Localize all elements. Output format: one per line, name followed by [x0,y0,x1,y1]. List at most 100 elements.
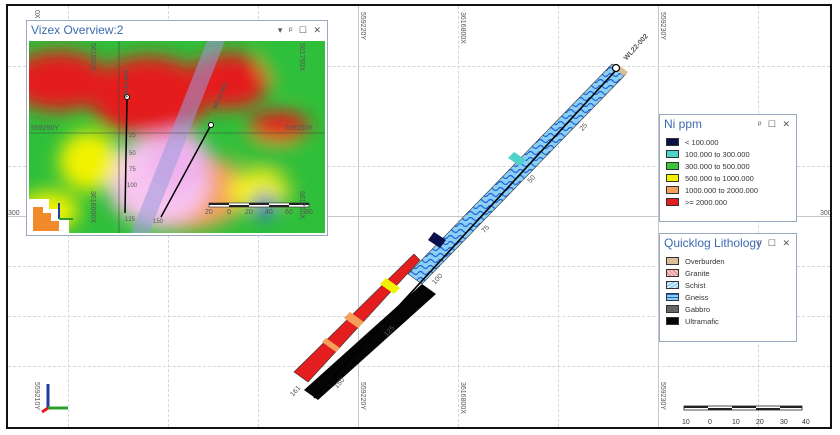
ni-1000-2000-interval [322,338,340,352]
overview-title: Vizex Overview:2 [31,23,124,37]
litho-legend-label: Granite [685,268,710,278]
litho-legend-label: Gneiss [685,292,709,302]
dropdown-icon[interactable]: ▾ [277,25,285,35]
ni-legend-label: < 100.000 [685,137,719,147]
scale-tick-label: 10 [682,419,690,426]
ni-500-1000-interval [380,278,400,294]
quicklog-lithology-panel[interactable]: Quicklog Lithology ᵖ ☐ ✕ Overburden Grani… [659,233,797,342]
litho-legend-item: Gneiss [666,291,796,303]
main-scale-bar: 10 0 10 20 30 40 [682,405,810,426]
ni-legend-item: 500.000 to 1000.000 [666,172,796,184]
overview-scale-tick: 60 [285,209,293,216]
litho-legend-label: Schist [685,280,706,290]
litho-legend-swatch [666,269,679,277]
close-icon[interactable]: ✕ [782,238,792,248]
ni-legend-title: Ni ppm [664,117,703,131]
overview-coord-label: 561750X [298,191,305,220]
map-corner-orange [33,207,59,231]
ni-legend-swatch [666,174,679,182]
grid-line [8,316,830,317]
maximize-icon[interactable]: ☐ [767,238,778,248]
litho-legend-label: Gabbro [685,304,711,314]
scale-tick-label: 20 [756,419,764,426]
overview-coord-label: 3616000X [89,191,96,223]
grid-label: 300 [820,210,832,217]
ni-1000-2000-interval [344,312,364,328]
litho-legend-label: Overburden [685,256,725,266]
grid-line [8,366,830,367]
overview-coord-label: 559250Y [285,125,314,132]
ni-legend-label: 500.000 to 1000.000 [685,173,754,183]
overview-scale-tick: 80 [305,209,313,216]
ni-legend-label: 1000.000 to 2000.000 [685,185,758,195]
collar-marker [611,63,621,73]
ni-legend-item: 100.000 to 300.000 [666,148,796,160]
pin-icon[interactable]: ᵖ [757,119,764,129]
pin-icon[interactable]: ᵖ [288,25,295,35]
ni-legend-swatch [666,162,679,170]
scale-tick-label: 10 [732,419,740,426]
ni-legend-swatch [666,138,679,146]
gneiss-interval [407,63,627,285]
close-icon[interactable]: ✕ [782,119,792,129]
hole-trace-wl23-003 [124,96,128,214]
overview-depth-label: 25 [129,133,136,139]
grid-line [8,216,830,217]
litho-legend-list: Overburden Granite Schist Gneiss Gabbro Ultra… [660,252,796,327]
axis-orientation-icon [41,384,68,414]
litho-legend-item: Gabbro [666,303,796,315]
overview-coord-label: 561750X [298,43,305,72]
overview-depth-label: 50 [129,151,136,157]
ni-legend-swatch [666,186,679,194]
grid-line [8,66,830,67]
ni-legend-label: 300.000 to 500.000 [685,161,750,171]
litho-legend-swatch [666,257,679,265]
litho-legend-label: Ultramafic [685,316,719,326]
litho-legend-item: Granite [666,267,796,279]
ni-ppm-legend-panel[interactable]: Ni ppm ᵖ ☐ ✕ < 100.000 100.000 to 300.000… [659,114,797,222]
overview-depth-label: 150 [153,219,164,225]
drillhole-trace[interactable] [8,6,832,429]
ni-legend-title-bar[interactable]: Ni ppm ᵖ ☐ ✕ [660,115,796,133]
overview-map[interactable]: 561500X 561750X 559250Y 559250Y 3616000X… [29,41,325,233]
litho-legend-item: Overburden [666,255,796,267]
ni-100-300-interval [508,152,526,166]
overview-scale-tick: 40 [265,209,273,216]
litho-legend-swatch [666,293,679,301]
ni-legend-label: >= 2000.000 [685,197,728,207]
overview-title-bar[interactable]: Vizex Overview:2 ▾ ᵖ ☐ ✕ [27,21,327,39]
maximize-icon[interactable]: ☐ [298,25,309,35]
litho-legend-title-bar[interactable]: Quicklog Lithology ᵖ ☐ ✕ [660,234,796,252]
pin-icon[interactable]: ᵖ [757,238,764,248]
close-icon[interactable]: ✕ [313,25,323,35]
hole-swath [131,41,225,233]
overview-coord-label: 559250Y [31,125,60,132]
hole-trace-wl22-002 [160,124,212,218]
ni-legend-item: 1000.000 to 2000.000 [666,184,796,196]
overview-depth-label: 100 [127,183,138,189]
grid-line [8,166,830,167]
ni-low-interval [428,232,446,248]
ultramafic-interval [304,284,436,400]
litho-legend-item: Ultramafic [666,315,796,327]
ni-legend-item: 300.000 to 500.000 [666,160,796,172]
vizex-overview-panel[interactable]: Vizex Overview:2 ▾ ᵖ ☐ ✕ [26,20,328,236]
overview-coord-label: 561500X [89,43,96,72]
hole-label: WL23-003 [123,69,131,99]
maximize-icon[interactable]: ☐ [767,119,778,129]
scale-tick-label: 40 [802,419,810,426]
overview-scale-tick: 0 [227,209,231,216]
scale-tick-label: 30 [780,419,788,426]
collar-marker [208,122,214,128]
ni-legend-label: 100.000 to 300.000 [685,149,750,159]
ni-legend-swatch [666,150,679,158]
overview-scale-tick: 20 [245,209,253,216]
litho-legend-item: Schist [666,279,796,291]
litho-legend-swatch [666,305,679,313]
hole-path [313,67,619,399]
ni-grade-heatmap [29,41,325,233]
ni-legend-list: < 100.000 100.000 to 300.000 300.000 to 50… [660,133,796,208]
litho-legend-title: Quicklog Lithology [664,236,763,250]
litho-legend-swatch [666,317,679,325]
